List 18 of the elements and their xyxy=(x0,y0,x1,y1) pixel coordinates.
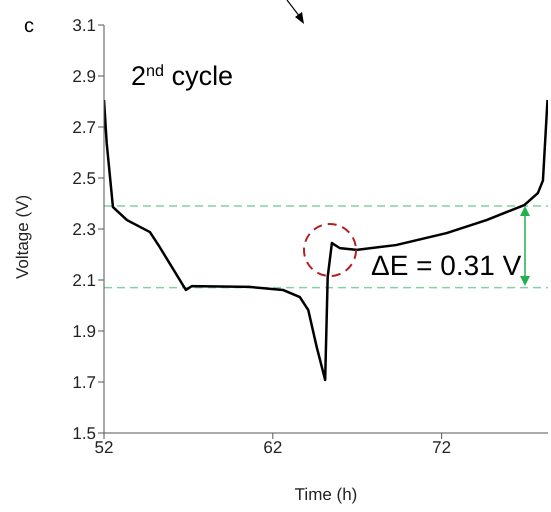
x-tick-label: 62 xyxy=(263,438,282,458)
x-tick-label: 52 xyxy=(94,438,114,458)
y-tick-label: 1.7 xyxy=(72,373,96,392)
text: c xyxy=(24,15,34,37)
annotation: 2$^{nd}$ cycle xyxy=(131,61,234,91)
y-axis-title: Voltage (V) xyxy=(13,194,32,279)
annotation: ΔE = 0.31 V xyxy=(371,250,522,281)
y-tick-label: 2.3 xyxy=(72,220,96,240)
line-series xyxy=(104,98,548,382)
y-tick-label: 3.1 xyxy=(72,16,96,36)
y-tick-label: 2.9 xyxy=(72,67,96,86)
y-tick-label: 2.7 xyxy=(72,118,96,138)
y-tick-label: 2.1 xyxy=(72,271,96,290)
x-tick-label: 72 xyxy=(432,438,452,458)
y-tick-label: 1.9 xyxy=(72,322,96,342)
y-tick-label: 2.5 xyxy=(72,169,96,188)
y-tick-label: 1.5 xyxy=(72,424,96,444)
x-axis-title: Time (h) xyxy=(294,485,358,504)
